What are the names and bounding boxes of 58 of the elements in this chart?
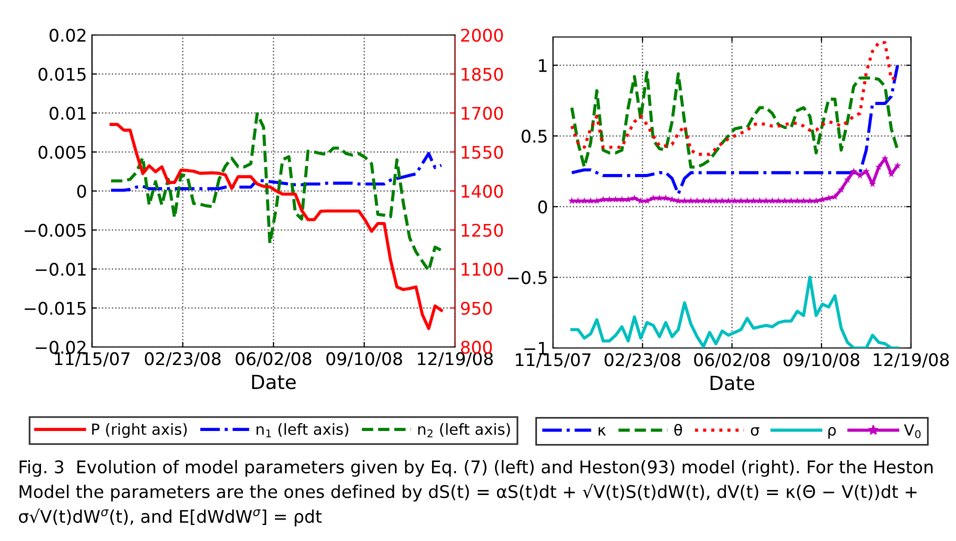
x-tick-label: 02/23/08	[604, 353, 680, 368]
line-series	[570, 276, 900, 348]
legend-label: θ	[674, 424, 682, 436]
legend-label: κ	[598, 427, 606, 436]
y2-tick-label: 1850	[462, 68, 503, 81]
y-tick-label: −0.015	[24, 302, 86, 315]
line-series	[570, 70, 900, 169]
x-tick-label: 09/10/08	[784, 353, 860, 368]
line-series	[110, 112, 443, 272]
point	[831, 192, 839, 200]
y2-tick-label: 800	[461, 340, 492, 354]
caption: Fig. 3 Evolution of model parameters given by Eq. (7) (left) and Heston(93) model (right). For the Heston Model the parameters are the ones defined by dS(t) = αS(t)dt + √V(t)S(t)dW(t), dV(t) = κ(Θ − V(t))dt + σ√V(t)dW$^{σ}$(t), and E[dWdW$^{σ}$] = ρdt	[18, 460, 933, 526]
y2-tick-label: 1400	[462, 184, 503, 198]
line-series	[110, 122, 443, 330]
y-tick-label: −1	[524, 342, 547, 355]
y2-tick-label: 1250	[462, 224, 503, 237]
y-tick-label: 0.01	[50, 106, 86, 120]
point	[875, 163, 882, 170]
y-tick-label: 0.005	[38, 146, 86, 159]
y-tick-label: −0.02	[36, 340, 86, 354]
point	[862, 167, 870, 174]
y-tick-label: −0.005	[24, 224, 86, 237]
y-tick-label: 0.015	[38, 68, 86, 81]
x-tick-label: 12/19/08	[874, 353, 949, 368]
point	[838, 186, 845, 193]
y2-tick-label: 1700	[462, 106, 503, 120]
x-axis-title: Date	[710, 376, 754, 390]
y2-tick-label: 1550	[462, 146, 503, 159]
legend-label: ρ	[828, 427, 836, 439]
y-tick-label: −0.5	[508, 271, 547, 284]
x-tick-label: 09/10/08	[326, 352, 402, 367]
x-tick-label: 06/02/08	[694, 353, 770, 368]
legend-label: σ	[750, 427, 760, 436]
x-tick-label: 11/15/07	[54, 352, 130, 367]
x-axis-title: Date	[252, 374, 296, 390]
y-tick-label: 0	[538, 200, 547, 214]
line-series	[110, 152, 443, 192]
legend-label: n$_{2}$ (left axis)	[418, 423, 510, 438]
point	[894, 162, 902, 169]
x-tick-label: 12/19/08	[418, 352, 493, 367]
y2-tick-label: 1100	[462, 262, 503, 276]
y-tick-label: −0.01	[36, 262, 86, 276]
legend-label: P (right axis)	[92, 423, 187, 438]
y-tick-label: 0	[77, 184, 86, 198]
x-tick-label: 11/15/07	[516, 353, 590, 368]
y-tick-label: 1	[539, 59, 547, 72]
y-tick-label: 0.02	[50, 28, 86, 42]
legend-label: n$_{1}$ (left axis)	[256, 423, 348, 438]
point	[630, 194, 638, 202]
y2-tick-label: 950	[460, 302, 492, 315]
y-tick-label: 0.5	[522, 130, 547, 143]
point	[844, 176, 852, 183]
y2-tick-label: 2000	[461, 28, 503, 42]
legend-label: V$_{0}$	[904, 424, 921, 438]
x-tick-label: 06/02/08	[236, 352, 312, 367]
x-tick-label: 02/23/08	[144, 352, 221, 367]
line-series	[570, 64, 900, 196]
point	[850, 167, 858, 174]
